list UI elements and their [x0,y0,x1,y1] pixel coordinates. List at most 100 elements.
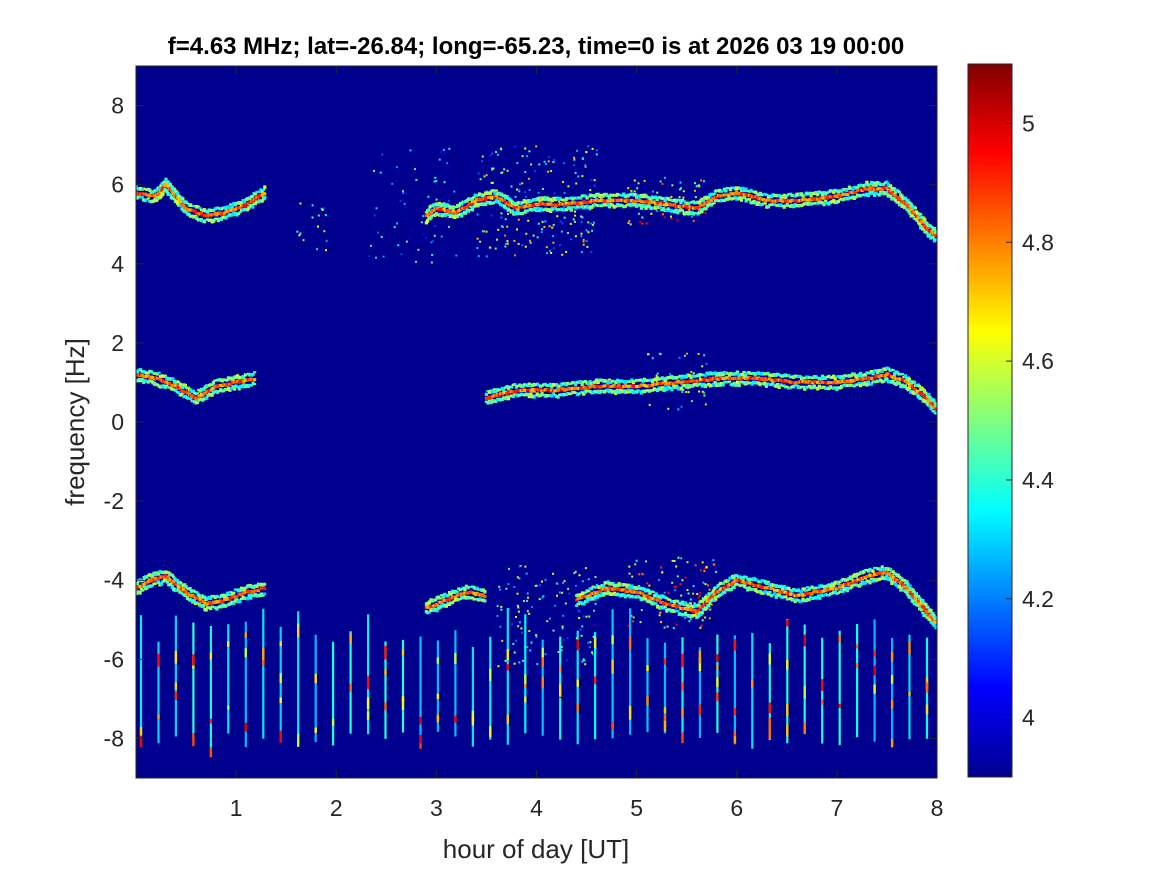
y-tick-label: 0 [111,409,124,435]
trace-halo [636,194,640,197]
trace-halo [195,216,199,220]
trace-point [745,377,749,381]
speckle [380,235,383,238]
trace-halo [168,183,172,187]
trace-halo [865,180,869,185]
speckle [439,151,442,154]
trace-point [435,603,439,606]
trace-halo [446,602,450,605]
trace-halo [212,218,216,223]
speckle [561,222,564,225]
trace-halo [918,221,922,226]
trace-halo [763,590,767,594]
speckle [563,216,566,219]
trace-halo [662,388,666,393]
trace-halo [540,392,544,395]
speckle [539,584,542,587]
trace-halo [934,238,937,242]
trace-halo [736,380,740,385]
trace-point [899,197,903,201]
streak-highlight [174,682,178,690]
trace-halo [206,218,210,221]
trace-point [677,605,681,609]
trace-halo [654,388,658,391]
trace-point [854,579,858,583]
speckle [420,221,423,224]
trace-halo [252,594,256,597]
trace-halo [486,400,490,405]
trace-point [166,381,170,385]
trace-halo [574,391,578,394]
trace-point [701,203,705,207]
trace-halo [777,385,781,389]
speckle [627,624,630,627]
trace-halo [760,203,764,207]
speckle [516,592,519,595]
trace-halo [582,206,586,210]
trace-halo [659,595,663,599]
trace-halo [877,567,881,571]
speckle [500,608,503,611]
speckle [559,220,562,223]
trace-halo [183,583,187,587]
streak-highlight [209,718,213,724]
trace-halo [850,576,854,581]
streak-highlight [506,714,509,725]
trace-point [754,584,758,588]
trace-halo [156,580,161,584]
speckle [404,206,407,209]
speckle [513,254,516,257]
speckle [433,234,436,237]
trace-halo [785,202,789,206]
trace-point [641,592,645,596]
trace-halo [731,372,735,376]
trace-halo [904,196,908,200]
trace-halo [905,580,909,584]
speckle [695,185,698,188]
trace-halo [636,203,640,207]
trace-halo [156,383,160,386]
trace-halo [819,377,823,381]
trace-halo [181,385,185,389]
trace-halo [253,202,258,206]
speckle [568,592,571,595]
streak-highlight [419,743,422,749]
trace-halo [654,602,658,605]
speckle [411,229,414,232]
trace-halo [233,387,237,391]
speckle [699,569,702,572]
trace-halo [609,389,613,392]
streak-highlight [786,724,789,737]
trace-halo [917,603,921,607]
trace-halo [697,210,701,215]
streak-highlight [925,682,929,693]
speckle [704,616,707,619]
trace-halo [896,189,900,193]
speckle [528,239,531,242]
speckle [442,148,445,151]
speckle [524,191,527,194]
trace-halo [895,584,899,587]
trace-halo [232,202,236,206]
speckle [698,185,701,188]
trace-halo [609,381,613,384]
trace-halo [159,195,163,199]
trace-halo [608,582,612,586]
trace-halo [427,208,431,213]
trace-halo [743,584,747,589]
trace-point [676,605,680,609]
trace-point [676,204,680,208]
y-tick-label: -6 [104,646,124,672]
trace-point [451,209,455,213]
speckle [497,665,500,668]
streak-highlight [698,704,702,716]
trace-halo [914,592,918,596]
trace-halo [765,581,769,586]
trace-halo [871,190,875,194]
trace-halo [925,392,929,396]
trace-halo [163,180,167,183]
trace-halo [816,193,820,197]
streak-highlight [401,649,405,656]
trace-point [926,397,930,401]
speckle [323,230,326,233]
